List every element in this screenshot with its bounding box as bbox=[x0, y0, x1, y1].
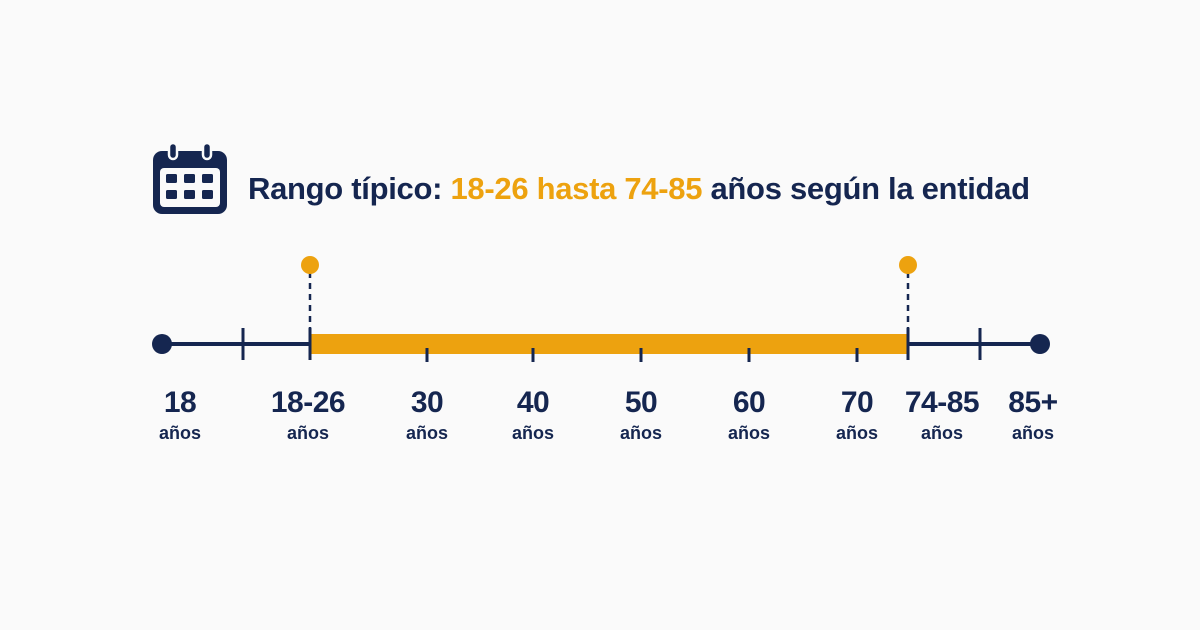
age-label-value: 50 bbox=[624, 386, 658, 419]
age-label-value: 85+ bbox=[1008, 386, 1058, 419]
age-label: 70 años bbox=[797, 386, 917, 444]
age-label-unit: años bbox=[619, 423, 662, 443]
age-label-value: 60 bbox=[732, 386, 766, 419]
calendar-icon bbox=[153, 142, 227, 214]
age-label: 18-26 años bbox=[248, 386, 368, 444]
age-label: 18 años bbox=[120, 386, 240, 444]
age-label-unit: años bbox=[1011, 423, 1054, 443]
age-label: 74-85 años bbox=[882, 386, 1002, 444]
age-label-value: 70 bbox=[840, 386, 874, 419]
age-label-value: 74-85 bbox=[904, 386, 980, 419]
range-end-marker-dot bbox=[899, 256, 917, 274]
age-label-unit: años bbox=[920, 423, 963, 443]
age-label-value: 18 bbox=[163, 386, 197, 419]
axis-start-dot bbox=[152, 334, 172, 354]
age-label-unit: años bbox=[727, 423, 770, 443]
age-label-value: 40 bbox=[516, 386, 550, 419]
age-label: 40 años bbox=[473, 386, 593, 444]
age-label-value: 18-26 bbox=[270, 386, 346, 419]
age-label-unit: años bbox=[405, 423, 448, 443]
age-label-unit: años bbox=[158, 423, 201, 443]
typical-range-bar bbox=[310, 334, 908, 354]
age-label-unit: años bbox=[835, 423, 878, 443]
age-label: 85+ años bbox=[973, 386, 1093, 444]
range-start-marker-dot bbox=[301, 256, 319, 274]
headline-suffix: años según la entidad bbox=[710, 171, 1030, 206]
age-label: 30 años bbox=[367, 386, 487, 444]
age-label-unit: años bbox=[286, 423, 329, 443]
headline-range: 18-26 hasta 74-85 bbox=[450, 171, 703, 206]
age-label-unit: años bbox=[511, 423, 554, 443]
age-label-value: 30 bbox=[410, 386, 444, 419]
axis-end-dot bbox=[1030, 334, 1050, 354]
range-headline: Rango típico: 18-26 hasta 74-85 años seg… bbox=[248, 166, 1030, 212]
headline-prefix: Rango típico: bbox=[248, 171, 443, 206]
age-label: 60 años bbox=[689, 386, 809, 444]
age-label: 50 años bbox=[581, 386, 701, 444]
